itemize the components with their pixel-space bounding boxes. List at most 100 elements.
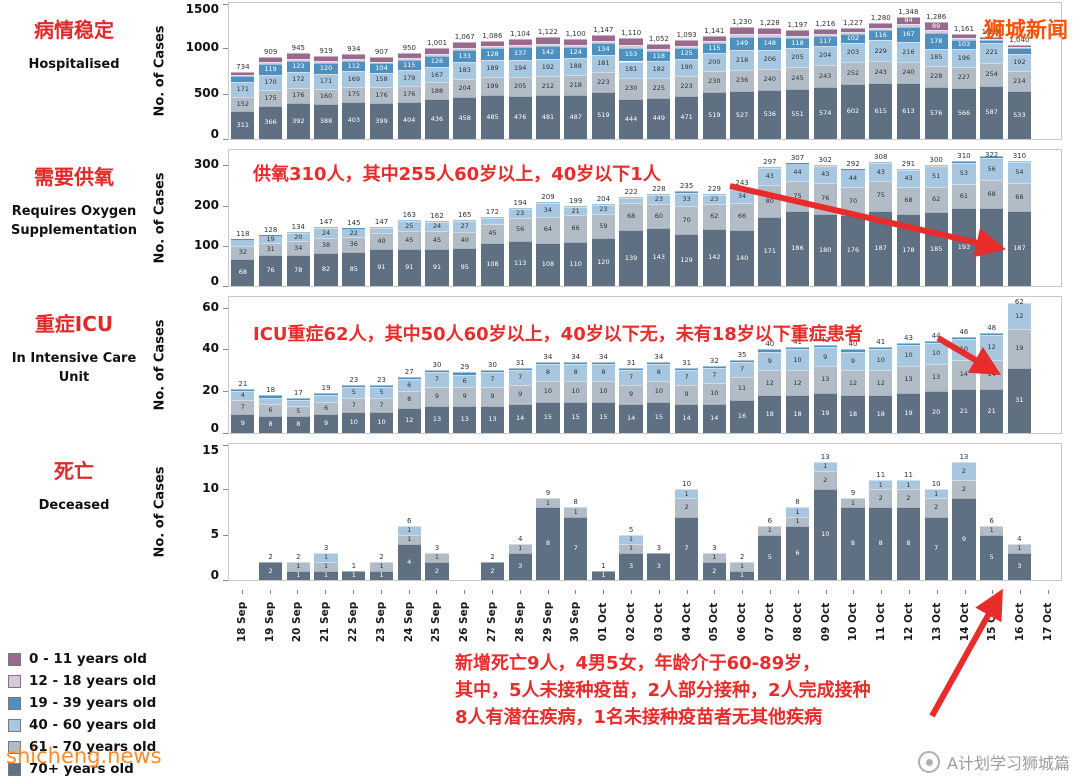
bar-segment[interactable]: 126 xyxy=(425,55,449,68)
bar-segment[interactable]: 10 xyxy=(369,412,394,433)
bar-segment[interactable]: 82 xyxy=(314,253,338,286)
bar-segment[interactable]: 68 xyxy=(980,180,1004,208)
bar-segment[interactable]: 32 xyxy=(231,245,255,259)
bar-segment[interactable]: 13 xyxy=(924,364,948,392)
bar-segment[interactable]: 7 xyxy=(674,370,699,385)
bar-segment[interactable] xyxy=(758,349,782,352)
bar-segment[interactable]: 9 xyxy=(952,498,976,580)
legend-item[interactable]: 70+ years old xyxy=(8,758,156,780)
bar-segment[interactable]: 115 xyxy=(397,59,421,71)
bar-segment[interactable]: 12 xyxy=(397,407,421,433)
bar-segment[interactable]: 9 xyxy=(314,414,338,433)
bar-segment[interactable]: 24 xyxy=(425,221,449,232)
bar-segment[interactable]: 223 xyxy=(591,71,616,92)
bar-segment[interactable] xyxy=(564,361,588,365)
bar-segment[interactable] xyxy=(369,226,394,228)
bar-segment[interactable]: 240 xyxy=(758,68,782,91)
bar-segment[interactable]: 10 xyxy=(896,345,921,367)
legend-item[interactable]: 61 - 70 years old xyxy=(8,736,156,758)
bar-segment[interactable] xyxy=(258,397,283,404)
bar-segment[interactable]: 1 xyxy=(730,570,754,580)
bar-segment[interactable]: 171 xyxy=(231,81,255,98)
bar-segment[interactable]: 13 xyxy=(813,366,837,394)
bar-segment[interactable] xyxy=(480,217,505,225)
bar-segment[interactable]: 171 xyxy=(758,217,782,286)
bar-segment[interactable] xyxy=(369,227,394,234)
bar-segment[interactable]: 103 xyxy=(952,40,976,50)
bar-segment[interactable]: 142 xyxy=(702,228,726,286)
bar-segment[interactable]: 1 xyxy=(869,480,893,490)
bar-segment[interactable]: 2 xyxy=(952,462,976,481)
bar-segment[interactable]: 5 xyxy=(980,534,1004,580)
bar-segment[interactable]: 59 xyxy=(591,214,616,238)
bar-segment[interactable]: 152 xyxy=(231,97,255,111)
bar-segment[interactable]: 194 xyxy=(508,59,532,78)
bar-segment[interactable]: 21 xyxy=(952,389,976,433)
bar-segment[interactable]: 5 xyxy=(758,534,782,580)
bar-segment[interactable] xyxy=(508,38,532,46)
bar-segment[interactable]: 33 xyxy=(674,192,699,206)
bar-segment[interactable]: 12 xyxy=(785,370,810,396)
bar-segment[interactable]: 1 xyxy=(397,525,421,535)
bar-segment[interactable]: 10 xyxy=(785,349,810,371)
bar-segment[interactable] xyxy=(425,370,449,373)
bar-segment[interactable] xyxy=(758,166,782,168)
bar-segment[interactable]: 199 xyxy=(480,77,505,96)
bar-segment[interactable]: 44 xyxy=(785,163,810,182)
bar-segment[interactable]: 15 xyxy=(536,401,560,433)
bar-segment[interactable] xyxy=(896,343,921,346)
bar-segment[interactable]: 533 xyxy=(1007,90,1032,139)
bar-segment[interactable]: 536 xyxy=(758,90,782,139)
bar-segment[interactable] xyxy=(1007,47,1032,49)
bar-segment[interactable]: 1 xyxy=(536,498,560,508)
bar-segment[interactable]: 254 xyxy=(980,62,1004,86)
bar-segment[interactable] xyxy=(425,53,449,56)
bar-segment[interactable]: 18 xyxy=(869,395,893,433)
bar-segment[interactable]: 3 xyxy=(619,552,643,580)
bar-segment[interactable] xyxy=(508,45,532,48)
bar-segment[interactable]: 14 xyxy=(952,359,976,390)
bar-segment[interactable] xyxy=(314,61,338,63)
bar-segment[interactable]: 34 xyxy=(730,189,754,204)
bar-segment[interactable]: 12 xyxy=(980,334,1004,360)
bar-segment[interactable]: 2 xyxy=(813,471,837,490)
bar-segment[interactable]: 124 xyxy=(564,46,588,59)
bar-segment[interactable]: 91 xyxy=(425,249,449,286)
bar-segment[interactable]: 481 xyxy=(536,95,560,139)
bar-segment[interactable]: 134 xyxy=(591,43,616,56)
bar-segment[interactable]: 206 xyxy=(758,49,782,69)
bar-segment[interactable]: 128 xyxy=(480,48,505,60)
bar-segment[interactable] xyxy=(453,372,477,375)
bar-segment[interactable]: 1 xyxy=(813,462,837,472)
bar-segment[interactable]: 404 xyxy=(397,102,421,139)
bar-segment[interactable]: 602 xyxy=(841,84,865,139)
bar-segment[interactable] xyxy=(231,238,255,240)
bar-segment[interactable]: 1 xyxy=(785,507,810,517)
bar-segment[interactable]: 10 xyxy=(924,343,948,365)
bar-segment[interactable]: 24 xyxy=(314,228,338,238)
bar-segment[interactable]: 6 xyxy=(785,525,810,580)
bar-segment[interactable] xyxy=(564,205,588,207)
bar-segment[interactable] xyxy=(841,349,865,352)
bar-segment[interactable]: 187 xyxy=(869,210,893,286)
bar-segment[interactable]: 143 xyxy=(647,228,671,286)
bar-segment[interactable]: 2 xyxy=(425,561,449,580)
bar-segment[interactable] xyxy=(342,227,366,229)
bar-segment[interactable]: 10 xyxy=(342,412,366,433)
bar-segment[interactable]: 2 xyxy=(924,498,948,517)
bar-segment[interactable]: 148 xyxy=(758,36,782,50)
bar-segment[interactable]: 188 xyxy=(425,82,449,100)
bar-segment[interactable]: 12 xyxy=(1007,303,1032,329)
bar-segment[interactable]: 14 xyxy=(674,403,699,433)
bar-segment[interactable]: 6 xyxy=(453,374,477,388)
bar-segment[interactable]: 27 xyxy=(453,220,477,232)
bar-segment[interactable]: 471 xyxy=(674,96,699,139)
bar-segment[interactable]: 62 xyxy=(702,203,726,229)
bar-segment[interactable]: 1 xyxy=(980,525,1004,535)
bar-segment[interactable] xyxy=(813,164,837,166)
bar-segment[interactable]: 214 xyxy=(1007,71,1032,91)
bar-segment[interactable] xyxy=(758,27,782,35)
bar-segment[interactable]: 181 xyxy=(619,61,643,78)
bar-segment[interactable] xyxy=(591,35,616,42)
bar-segment[interactable]: 108 xyxy=(536,242,560,286)
